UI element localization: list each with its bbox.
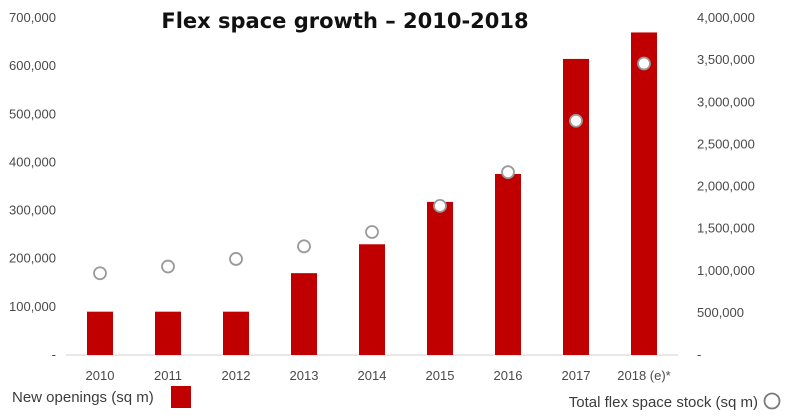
left-axis-tick-label: 700,000: [9, 10, 56, 25]
x-axis-tick-label: 2014: [358, 368, 387, 383]
legend-bar-swatch: [171, 386, 191, 408]
bar-series: [87, 32, 657, 356]
x-axis-tick-label: 2017: [562, 368, 591, 383]
bar: [155, 311, 181, 355]
right-axis-tick-label: 3,000,000: [697, 94, 755, 109]
scatter-series: [93, 56, 651, 281]
legend-new-openings-label: New openings (sq m): [12, 389, 154, 406]
x-axis: 2010 2011 2012 2013 2014 2015 2016 2017 2018 (e)…: [86, 368, 671, 383]
scatter-point: [297, 239, 311, 254]
bar: [87, 311, 113, 355]
bar: [359, 244, 385, 355]
scatter-point: [569, 113, 583, 128]
scatter-point: [93, 266, 107, 281]
scatter-point: [161, 259, 175, 274]
left-axis-tick-label: 600,000: [9, 58, 56, 73]
scatter-point: [365, 225, 379, 239]
scatter-point: [501, 165, 515, 180]
right-axis-tick-label: 2,000,000: [697, 179, 755, 194]
left-axis-tick-label: 500,000: [9, 106, 56, 121]
x-axis-tick-label: 2016: [494, 368, 523, 383]
bar: [563, 58, 589, 356]
chart-title: Flex space growth – 2010-2018: [161, 9, 528, 33]
x-axis-tick-label: 2018 (e)*: [617, 368, 670, 383]
x-axis-tick-label: 2013: [290, 368, 319, 383]
right-axis-tick-label: 2,500,000: [697, 136, 755, 151]
bar: [495, 173, 521, 355]
left-axis: - 100,000 200,000 300,000 400,000 500,000 600,…: [9, 10, 56, 362]
left-axis-tick-label: 100,000: [9, 299, 56, 314]
legend-total-stock: Total flex space stock (sq m): [569, 392, 781, 411]
bar: [223, 311, 249, 355]
right-axis-tick-label: 500,000: [697, 305, 744, 320]
right-axis-tick-label: 1,500,000: [697, 221, 755, 236]
scatter-point: [229, 252, 243, 266]
left-axis-tick-label: -: [52, 347, 56, 362]
right-axis-tick-label: 4,000,000: [697, 10, 755, 25]
right-axis-tick-label: 3,500,000: [697, 52, 755, 67]
left-axis-tick-label: 200,000: [9, 251, 56, 266]
x-axis-tick-label: 2011: [154, 368, 182, 383]
x-axis-tick-label: 2012: [222, 368, 251, 383]
bar: [631, 32, 657, 355]
legend-circle-marker: [763, 392, 781, 410]
scatter-point: [433, 198, 447, 213]
x-axis-tick-label: 2015: [426, 368, 455, 383]
legend-new-openings: New openings (sq m): [12, 386, 191, 408]
left-axis-tick-label: 300,000: [9, 203, 56, 218]
x-axis-tick-label: 2010: [86, 368, 115, 383]
right-axis: - 500,000 1,000,000 1,500,000 2,000,000 2,500…: [697, 10, 755, 362]
right-axis-tick-label: -: [697, 347, 701, 362]
left-axis-tick-label: 400,000: [9, 154, 56, 169]
scatter-point: [637, 56, 651, 71]
legend-total-stock-label: Total flex space stock (sq m): [569, 394, 758, 411]
bar: [427, 201, 453, 355]
bar: [291, 273, 317, 355]
right-axis-tick-label: 1,000,000: [697, 263, 755, 278]
